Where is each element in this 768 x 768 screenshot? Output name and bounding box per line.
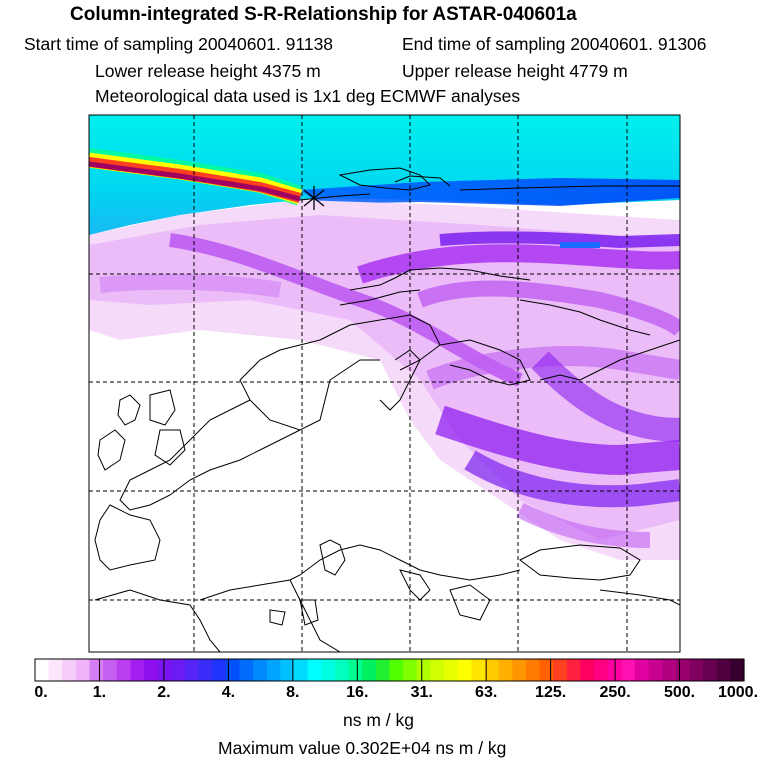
meteorological-data-label: Meteorological data used is 1x1 deg ECMW… xyxy=(95,86,521,106)
colorbar-tick-label: 250. xyxy=(599,684,631,701)
end-time-label: End time of sampling 20040601. 91306 xyxy=(402,34,707,54)
map-title: Column-integrated S-R-Relationship for A… xyxy=(70,4,577,25)
lat-lon-grid xyxy=(89,115,680,652)
colorbar-tick-label: 8. xyxy=(286,684,300,701)
start-time-label: Start time of sampling 20040601. 91138 xyxy=(24,34,334,54)
maximum-value-label: Maximum value 0.302E+04 ns m / kg xyxy=(218,738,507,758)
lower-release-height-label: Lower release height 4375 m xyxy=(95,61,321,81)
colorbar-tick-label: 0. xyxy=(34,684,48,701)
map-frame xyxy=(88,114,681,653)
colorbar-tick-label: 63. xyxy=(475,684,498,701)
colorbar-tick-label: 125. xyxy=(535,684,567,701)
coastlines xyxy=(94,167,680,652)
colorbar-tick-label: 2. xyxy=(157,684,171,701)
colorbar-tick-label: 4. xyxy=(221,684,236,701)
release-site-marker xyxy=(303,186,325,210)
colorbar-tick-label: 1000. xyxy=(717,684,759,701)
colorbar-tick-label: 16. xyxy=(346,684,369,701)
colorbar-tick-label: 1. xyxy=(92,684,107,701)
colorbar-tick-label: 31. xyxy=(410,684,433,701)
plume-field xyxy=(89,115,680,652)
upper-release-height-label: Upper release height 4779 m xyxy=(402,61,628,81)
colorbar-tick-label: 500. xyxy=(663,684,696,701)
colorbar-units-label: ns m / kg xyxy=(343,710,414,730)
